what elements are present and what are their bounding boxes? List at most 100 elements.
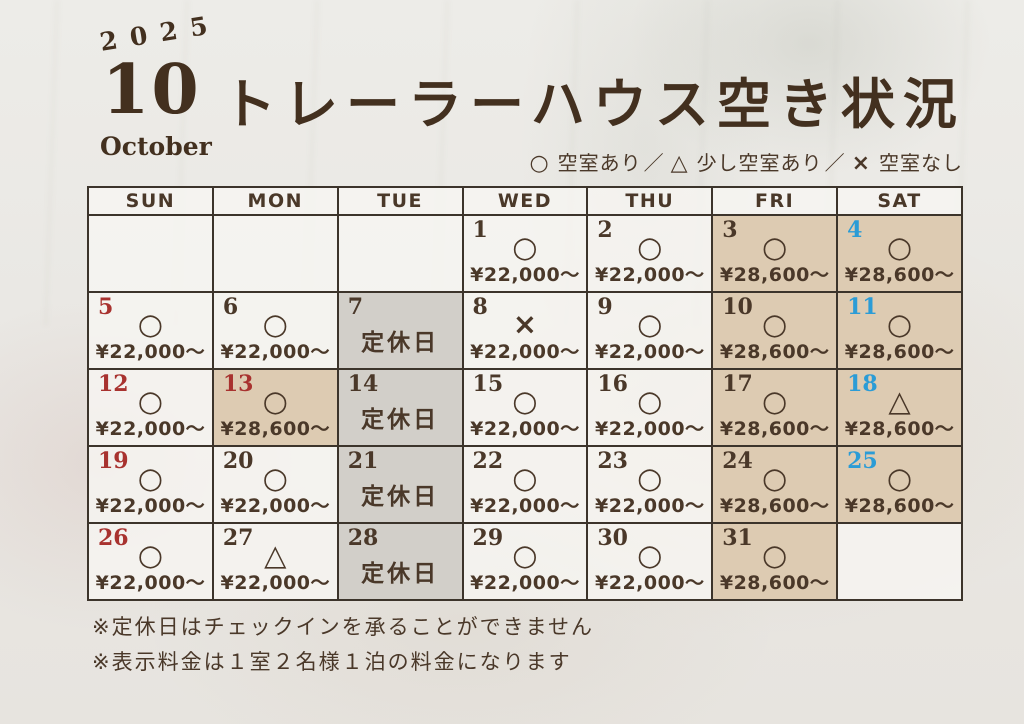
- day-cell-13: 13 ○ ¥28,600～: [211, 368, 339, 447]
- price-label: ¥28,600～: [220, 418, 331, 440]
- available-circle-icon: ○: [512, 461, 538, 495]
- legend-label: 少し空室あり: [696, 151, 823, 175]
- legend-label: 空室あり: [557, 151, 642, 175]
- day-cell-7: 7 定休日: [336, 291, 464, 370]
- legend-label: 空室なし: [879, 151, 963, 175]
- day-cell-4: 4 ○ ¥28,600～: [836, 214, 963, 293]
- closed-day-label: 定休日: [361, 484, 440, 510]
- price-label: ¥22,000～: [220, 495, 331, 517]
- available-circle-icon: ○: [512, 384, 538, 418]
- date-number: 8: [472, 294, 488, 320]
- date-number: 5: [98, 294, 114, 320]
- day-cell-12: 12 ○ ¥22,000～: [87, 368, 214, 447]
- price-label: ¥28,600～: [844, 495, 955, 517]
- date-number: 21: [347, 448, 379, 474]
- price-label: ¥28,600～: [719, 264, 830, 286]
- day-cell-23: 23 ○ ¥22,000～: [586, 445, 714, 524]
- weekday-header-thu: THU: [586, 186, 714, 216]
- available-circle-icon: ○: [512, 230, 538, 264]
- week-row: 19 ○ ¥22,000～ 20 ○ ¥22,000～ 21 定休日 22 ○ ¥22,000～ 23…: [87, 445, 963, 524]
- price-label: ¥22,000～: [470, 495, 580, 517]
- date-number: 31: [722, 525, 753, 551]
- day-cell-26: 26 ○ ¥22,000～: [87, 522, 214, 601]
- date-number: 9: [597, 294, 613, 320]
- day-cell-27: 27 △ ¥22,000～: [211, 522, 339, 601]
- available-circle-icon: ○: [637, 384, 663, 418]
- legend-separator: ／: [643, 151, 665, 175]
- empty-cell: [87, 214, 214, 293]
- closed-day-label: 定休日: [361, 330, 440, 356]
- date-number: 27: [222, 525, 254, 551]
- week-row: 5 ○ ¥22,000～ 6 ○ ¥22,000～ 7 定休日 8 × ¥22,000～ 9 ○ ¥22,…: [87, 291, 963, 370]
- date-number: 3: [722, 217, 738, 243]
- available-circle-icon: ○: [137, 461, 164, 495]
- day-cell-14: 14 定休日: [336, 368, 464, 447]
- price-label: ¥22,000～: [595, 495, 705, 517]
- circle-available-icon: ○: [529, 151, 550, 176]
- date-number: 13: [222, 371, 254, 397]
- note-price: ※表示料金は１室２名様１泊の料金になります: [92, 649, 572, 674]
- closed-day-label: 定休日: [361, 407, 440, 433]
- available-circle-icon: ○: [761, 307, 788, 341]
- available-circle-icon: ○: [886, 307, 913, 341]
- price-label: ¥22,000～: [595, 418, 705, 440]
- day-cell-30: 30 ○ ¥22,000～: [586, 522, 714, 601]
- day-cell-8: 8 × ¥22,000～: [461, 291, 589, 370]
- available-circle-icon: ○: [637, 461, 663, 495]
- price-label: ¥22,000～: [95, 418, 206, 440]
- legend-item: × 空室なし: [852, 151, 963, 176]
- day-cell-24: 24 ○ ¥28,600～: [711, 445, 839, 524]
- price-label: ¥28,600～: [844, 341, 955, 363]
- date-number: 24: [722, 448, 753, 474]
- day-cell-3: 3 ○ ¥28,600～: [711, 214, 839, 293]
- date-number: 23: [597, 448, 628, 474]
- day-cell-19: 19 ○ ¥22,000～: [87, 445, 214, 524]
- legend-separator: ／: [824, 151, 846, 175]
- legend-item: ○ 空室あり: [529, 151, 642, 176]
- day-cell-21: 21 定休日: [336, 445, 464, 524]
- day-cell-16: 16 ○ ¥22,000～: [586, 368, 714, 447]
- few-rooms-triangle-icon: △: [888, 384, 911, 418]
- available-circle-icon: ○: [761, 230, 788, 264]
- date-number: 18: [847, 371, 878, 397]
- price-label: ¥22,000～: [95, 495, 206, 517]
- day-cell-6: 6 ○ ¥22,000～: [211, 291, 339, 370]
- available-circle-icon: ○: [637, 307, 663, 341]
- date-number: 20: [222, 448, 254, 474]
- available-circle-icon: ○: [137, 384, 164, 418]
- available-circle-icon: ○: [637, 538, 663, 572]
- date-number: 30: [597, 525, 628, 551]
- price-label: ¥22,000～: [95, 341, 206, 363]
- day-cell-5: 5 ○ ¥22,000～: [87, 291, 214, 370]
- price-label: ¥22,000～: [470, 418, 580, 440]
- note-closed-day: ※定休日はチェックインを承ることができません: [92, 615, 594, 639]
- availability-calendar: SUN MON TUE WED THU FRI SAT 1 ○ ¥22,000～ 2 ○ ¥22,00…: [87, 186, 963, 601]
- weekday-header-fri: FRI: [711, 186, 839, 216]
- legend: ○ 空室あり／ △ 少し空室あり／ × 空室なし: [87, 147, 963, 176]
- day-cell-20: 20 ○ ¥22,000～: [211, 445, 339, 524]
- day-cell-11: 11 ○ ¥28,600～: [836, 291, 963, 370]
- day-cell-2: 2 ○ ¥22,000～: [586, 214, 714, 293]
- day-cell-17: 17 ○ ¥28,600～: [711, 368, 839, 447]
- empty-cell: [336, 214, 464, 293]
- available-circle-icon: ○: [512, 538, 538, 572]
- available-circle-icon: ○: [137, 307, 164, 341]
- day-cell-22: 22 ○ ¥22,000～: [461, 445, 589, 524]
- date-number: 14: [347, 371, 379, 397]
- date-number: 6: [222, 294, 239, 320]
- calendar-body: 1 ○ ¥22,000～ 2 ○ ¥22,000～ 3 ○ ¥28,600～ 4 ○ ¥28,600～…: [87, 214, 963, 601]
- day-cell-18: 18 △ ¥28,600～: [836, 368, 963, 447]
- price-label: ¥28,600～: [844, 418, 955, 440]
- available-circle-icon: ○: [262, 384, 288, 418]
- available-circle-icon: ○: [262, 461, 288, 495]
- price-label: ¥22,000～: [595, 341, 705, 363]
- available-circle-icon: ○: [761, 538, 788, 572]
- weekday-header-mon: MON: [211, 186, 339, 216]
- available-circle-icon: ○: [137, 538, 164, 572]
- month-number: 10: [102, 50, 201, 130]
- price-label: ¥28,600～: [719, 572, 830, 594]
- date-number: 1: [472, 217, 488, 243]
- price-label: ¥22,000～: [220, 341, 331, 363]
- date-number: 29: [472, 525, 504, 551]
